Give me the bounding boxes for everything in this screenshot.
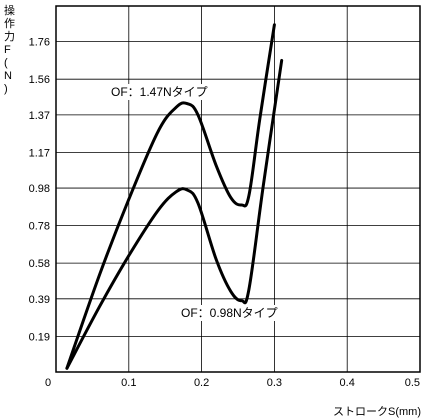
x-tick-label: 0.2 [194,377,209,389]
series-label-2: OF：0.98Nタイプ [181,306,278,320]
series-lines [65,23,284,370]
y-tick-label: 0.78 [29,221,50,233]
y-axis-label-char: 力 [4,31,15,43]
y-axis-label-char: N [4,70,12,82]
y-tick-label: 0.39 [29,294,50,306]
series-line-2 [65,58,284,370]
x-tick-label: 0.3 [267,377,282,389]
y-tick-label: 0.98 [29,183,50,195]
y-axis-label-char: 作 [4,18,15,30]
y-tick-label: 1.76 [29,37,50,49]
series-label-bg [109,84,227,100]
x-tick-labels: 0 0.1 0.2 0.3 0.4 0.5 [45,377,420,389]
series-labels: OF：1.47Nタイプ OF：0.98Nタイプ [109,84,297,321]
y-tick-label: 0.58 [29,258,50,270]
y-axis-label-char: ) [4,83,8,95]
y-tick-label: 0.19 [29,331,50,343]
y-tick-labels: 0.19 0.39 0.58 0.78 0.98 1.17 1.37 1.56 1.76 [29,37,50,344]
series-label-bg [179,305,297,321]
plot-frame [55,5,421,373]
y-axis-label-char: F [4,44,11,56]
series-line-1 [65,23,276,370]
x-axis-label: ストロークS(mm) [333,405,421,418]
y-axis-label-char: 操 [4,5,15,17]
x-tick-label: 0 [45,377,51,389]
x-tick-label: 0.5 [405,377,420,389]
y-tick-label: 1.56 [29,74,50,86]
x-tick-label: 0.1 [121,377,136,389]
series-label-1: OF：1.47Nタイプ [111,85,208,99]
x-tick-label: 0.4 [340,377,355,389]
y-tick-label: 1.37 [29,110,50,122]
y-axis-label-char: ( [4,57,8,69]
y-tick-label: 1.17 [29,147,50,159]
